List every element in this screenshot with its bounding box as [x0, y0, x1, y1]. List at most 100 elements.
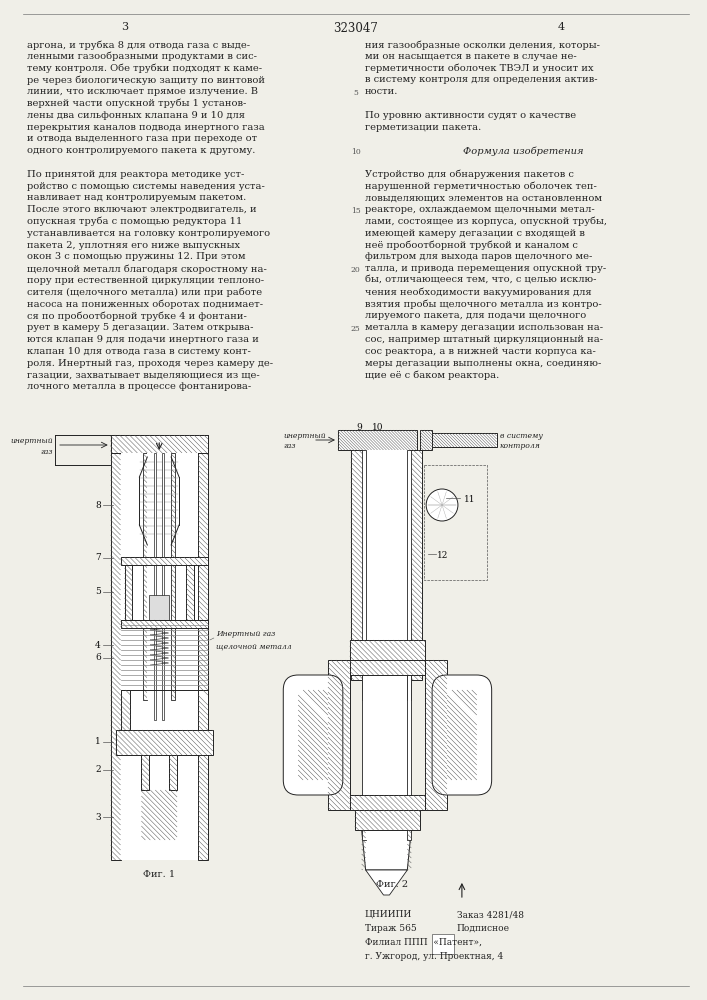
Polygon shape — [120, 453, 198, 860]
Text: ЦНИИПИ: ЦНИИПИ — [365, 910, 412, 919]
Text: линии, что исключает прямое излучение. В: линии, что исключает прямое излучение. В — [28, 87, 258, 96]
Text: сос реактора, а в нижней части корпуса ка-: сос реактора, а в нижней части корпуса к… — [365, 347, 595, 356]
Polygon shape — [141, 755, 149, 790]
Text: 5: 5 — [95, 587, 100, 596]
Text: 7: 7 — [95, 554, 100, 562]
Text: 6: 6 — [95, 654, 100, 662]
Polygon shape — [141, 790, 177, 840]
Polygon shape — [351, 640, 363, 660]
Text: талла, и привода перемещения опускной тру-: талла, и привода перемещения опускной тр… — [365, 264, 606, 273]
Text: лочного металла в процессе фонтанирова-: лочного металла в процессе фонтанирова- — [28, 382, 252, 391]
Text: бы, отличающееся тем, что, с целью исклю-: бы, отличающееся тем, что, с целью исклю… — [365, 276, 596, 285]
Text: 2: 2 — [95, 766, 100, 774]
Text: сос, например штатный циркуляционный на-: сос, например штатный циркуляционный на- — [365, 335, 603, 344]
Text: ности.: ности. — [365, 87, 398, 96]
Text: взятия пробы щелочного металла из контро-: взятия пробы щелочного металла из контро… — [365, 300, 602, 309]
Polygon shape — [362, 660, 366, 840]
Text: 12: 12 — [437, 550, 448, 560]
Text: щие её с баком реактора.: щие её с баком реактора. — [365, 370, 499, 380]
Text: газ: газ — [40, 448, 53, 456]
Polygon shape — [432, 934, 454, 954]
Text: в систему: в систему — [500, 432, 542, 440]
Text: Фиг. 1: Фиг. 1 — [144, 870, 175, 879]
Polygon shape — [149, 595, 169, 620]
Polygon shape — [198, 690, 208, 730]
Text: После этого включают электродвигатель, и: После этого включают электродвигатель, и — [28, 205, 257, 214]
Polygon shape — [169, 755, 177, 790]
Text: лены два сильфонных клапана 9 и 10 для: лены два сильфонных клапана 9 и 10 для — [28, 111, 245, 120]
Polygon shape — [420, 430, 432, 450]
Polygon shape — [366, 870, 407, 895]
Text: лами, состоящее из корпуса, опускной трубы,: лами, состоящее из корпуса, опускной тру… — [365, 217, 607, 227]
Text: рует в камеру 5 дегазации. Затем открыва-: рует в камеру 5 дегазации. Затем открыва… — [28, 323, 254, 332]
Text: тему контроля. Обе трубки подходят к каме-: тему контроля. Обе трубки подходят к кам… — [28, 64, 262, 73]
Polygon shape — [120, 690, 131, 730]
Polygon shape — [425, 660, 447, 810]
Polygon shape — [110, 435, 120, 860]
Text: 4: 4 — [95, 641, 100, 650]
Polygon shape — [198, 435, 208, 860]
Polygon shape — [186, 565, 194, 620]
Text: навливает над контролируемым пакетом.: навливает над контролируемым пакетом. — [28, 193, 247, 202]
Text: По уровню активности судят о качестве: По уровню активности судят о качестве — [365, 111, 575, 120]
Text: реакторе, охлаждаемом щелочными метал-: реакторе, охлаждаемом щелочными метал- — [365, 205, 595, 214]
Polygon shape — [407, 660, 411, 840]
Text: сителя (щелочного металла) или при работе: сителя (щелочного металла) или при работ… — [28, 288, 262, 297]
Text: инертный: инертный — [11, 437, 53, 445]
Polygon shape — [366, 660, 407, 840]
Text: устанавливается на головку контролируемого: устанавливается на головку контролируемо… — [28, 229, 270, 238]
FancyBboxPatch shape — [284, 675, 343, 795]
Text: 5: 5 — [354, 89, 358, 97]
Text: лируемого пакета, для подачи щелочного: лируемого пакета, для подачи щелочного — [365, 311, 586, 320]
Text: фильтром для выхода паров щелочного ме-: фильтром для выхода паров щелочного ме- — [365, 252, 592, 261]
Polygon shape — [162, 453, 164, 720]
Polygon shape — [120, 557, 208, 565]
Text: нарушенной герметичностью оболочек теп-: нарушенной герметичностью оболочек теп- — [365, 182, 597, 191]
Text: меры дегазации выполнены окна, соединяю-: меры дегазации выполнены окна, соединяю- — [365, 359, 601, 368]
Text: Заказ 4281/48: Заказ 4281/48 — [457, 910, 524, 919]
Text: 11: 11 — [464, 495, 475, 504]
Text: насоса на пониженных оборотах поднимает-: насоса на пониженных оборотах поднимает- — [28, 300, 264, 309]
Polygon shape — [350, 660, 425, 675]
Text: 25: 25 — [351, 325, 361, 333]
Polygon shape — [410, 450, 422, 680]
Text: Подписное: Подписное — [457, 924, 510, 933]
Text: инертный: инертный — [284, 432, 326, 440]
Polygon shape — [410, 640, 422, 660]
Text: одного контролируемого пакета к другому.: одного контролируемого пакета к другому. — [28, 146, 256, 155]
Text: 9: 9 — [357, 423, 363, 432]
Text: чения необходимости вакуумирования для: чения необходимости вакуумирования для — [365, 288, 591, 297]
Text: 10: 10 — [372, 423, 383, 432]
Text: Фиг. 2: Фиг. 2 — [376, 880, 409, 889]
Polygon shape — [115, 730, 213, 755]
Polygon shape — [363, 450, 410, 680]
Text: Инертный газ: Инертный газ — [216, 630, 275, 638]
Text: 3: 3 — [95, 812, 100, 822]
Text: неё пробоотборной трубкой и каналом с: неё пробоотборной трубкой и каналом с — [365, 241, 578, 250]
Polygon shape — [338, 430, 417, 450]
Polygon shape — [350, 640, 425, 660]
Text: ловыделяющих элементов на остановленном: ловыделяющих элементов на остановленном — [365, 193, 602, 202]
Polygon shape — [407, 450, 411, 700]
Polygon shape — [120, 620, 208, 628]
Text: 4: 4 — [558, 22, 565, 32]
Text: аргона, и трубка 8 для отвода газа с выде-: аргона, и трубка 8 для отвода газа с выд… — [28, 40, 250, 49]
Text: ся по пробоотборной трубке 4 и фонтани-: ся по пробоотборной трубке 4 и фонтани- — [28, 311, 247, 321]
Text: ройство с помощью системы наведения уста-: ройство с помощью системы наведения уста… — [28, 182, 265, 191]
Text: имеющей камеру дегазации с входящей в: имеющей камеру дегазации с входящей в — [365, 229, 585, 238]
Text: клапан 10 для отвода газа в систему конт-: клапан 10 для отвода газа в систему конт… — [28, 347, 251, 356]
Text: ми он насыщается в пакете в случае не-: ми он насыщается в пакете в случае не- — [365, 52, 576, 61]
Text: окон 3 с помощью пружины 12. При этом: окон 3 с помощью пружины 12. При этом — [28, 252, 246, 261]
Polygon shape — [350, 795, 425, 810]
Text: металла в камеру дегазации использован на-: металла в камеру дегазации использован н… — [365, 323, 603, 332]
Text: г. Ужгород, ул. Проектная, 4: г. Ужгород, ул. Проектная, 4 — [365, 952, 503, 961]
Polygon shape — [124, 565, 132, 620]
Polygon shape — [328, 660, 350, 810]
Text: 8: 8 — [95, 500, 100, 510]
Text: герметичности оболочек ТВЭЛ и уносит их: герметичности оболочек ТВЭЛ и уносит их — [365, 64, 593, 73]
Text: контроля: контроля — [500, 442, 540, 450]
Polygon shape — [362, 450, 366, 700]
Text: Тираж 565: Тираж 565 — [365, 924, 416, 933]
Text: пакета 2, уплотняя его ниже выпускных: пакета 2, уплотняя его ниже выпускных — [28, 241, 240, 250]
Polygon shape — [154, 453, 156, 720]
